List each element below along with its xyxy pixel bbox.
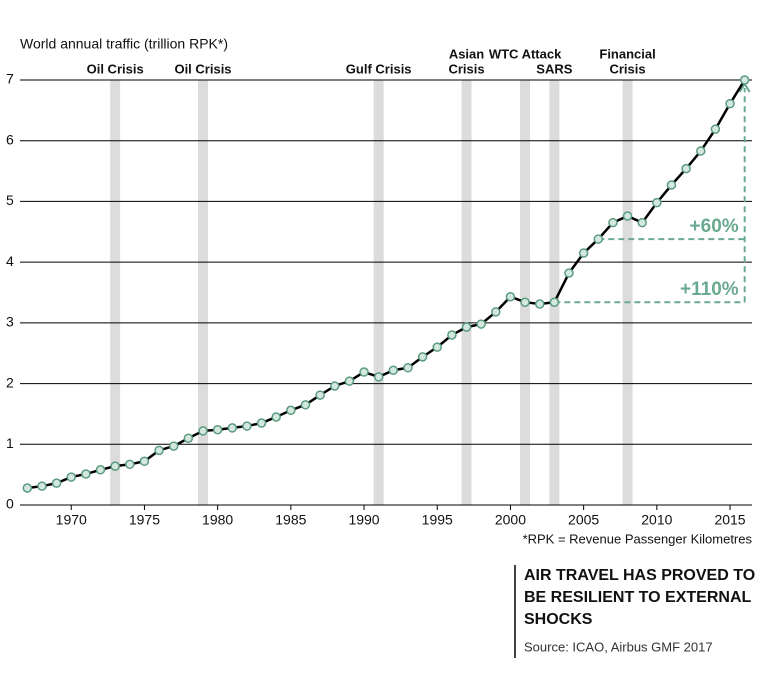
x-tick-label: 1980 [202, 512, 233, 528]
data-point [139, 456, 150, 467]
data-point [666, 180, 677, 190]
data-point [476, 319, 486, 329]
x-tick-label: 1985 [275, 512, 306, 528]
data-point [95, 465, 106, 475]
data-point [681, 163, 691, 174]
data-point [608, 217, 618, 228]
event-label: SARS [536, 61, 572, 76]
event-band [622, 80, 633, 505]
data-point [198, 426, 208, 436]
y-tick-label: 0 [6, 496, 14, 512]
growth-label: +60% [690, 216, 739, 237]
data-point [212, 424, 223, 435]
event-label: WTC Attack [489, 46, 562, 61]
event-label: Oil Crisis [87, 61, 144, 76]
y-tick-label: 4 [6, 253, 14, 269]
y-axis-label: World annual traffic (trillion RPK*) [20, 36, 228, 52]
event-band [110, 80, 121, 505]
data-point [227, 423, 238, 433]
event-label: Crisis [448, 61, 484, 76]
data-point [417, 352, 428, 362]
x-tick-label: 2015 [714, 512, 745, 528]
data-point [154, 445, 164, 456]
y-tick-label: 6 [6, 131, 14, 147]
data-point [271, 412, 281, 422]
data-point [110, 461, 120, 471]
source: Source: ICAO, Airbus GMF 2017 [524, 639, 713, 654]
x-tick-label: 1970 [56, 512, 87, 528]
data-point [183, 433, 194, 443]
footnote: *RPK = Revenue Passenger Kilometres [523, 531, 753, 546]
data-point [125, 459, 135, 470]
data-point [725, 98, 735, 109]
data-point [51, 478, 62, 488]
y-tick-label: 5 [6, 192, 14, 208]
data-point [315, 390, 325, 400]
event-label: Oil Crisis [174, 61, 231, 76]
event-label: Gulf Crisis [346, 61, 412, 76]
event-label: Financial [599, 46, 655, 61]
data-point [564, 268, 574, 278]
data-point [520, 297, 530, 307]
data-point [578, 248, 589, 258]
data-point [81, 469, 91, 479]
data-point [256, 418, 267, 428]
growth-label: +110% [680, 279, 739, 300]
data-point [534, 299, 545, 309]
title: AIR TRAVEL HAS PROVED TO [524, 567, 755, 584]
event-band [520, 80, 531, 505]
x-tick-label: 1975 [129, 512, 160, 528]
title: BE RESILIENT TO EXTERNAL [524, 589, 752, 606]
data-point [168, 441, 179, 451]
x-tick-label: 1995 [422, 512, 453, 528]
event-label: Asian [449, 46, 484, 61]
x-tick-label: 1990 [348, 512, 379, 528]
event-label: Crisis [609, 61, 645, 76]
data-point [388, 365, 399, 375]
data-point [242, 421, 252, 431]
data-point [696, 146, 706, 156]
data-point [66, 472, 76, 482]
y-tick-label: 1 [6, 435, 14, 451]
data-point [593, 234, 604, 244]
data-point [505, 292, 516, 302]
event-band [198, 80, 208, 505]
x-tick-label: 2000 [495, 512, 526, 528]
data-point [37, 481, 47, 491]
data-point [330, 381, 340, 391]
data-point [622, 211, 633, 221]
data-point [300, 400, 311, 410]
y-tick-label: 7 [6, 71, 14, 87]
data-point [447, 330, 457, 340]
event-band [461, 80, 472, 505]
data-point [403, 363, 413, 373]
data-point [432, 342, 442, 352]
event-band [549, 80, 560, 505]
data-point [549, 297, 560, 307]
data-point [491, 307, 501, 317]
x-tick-label: 2005 [568, 512, 599, 528]
title: SHOCKS [524, 611, 593, 628]
data-point [637, 217, 647, 228]
data-point [22, 483, 33, 493]
data-point [461, 322, 472, 332]
data-point [359, 367, 369, 377]
data-point [652, 197, 662, 208]
x-tick-label: 2010 [641, 512, 672, 528]
data-point [286, 405, 296, 416]
data-point [739, 75, 750, 85]
data-point [373, 372, 384, 382]
y-tick-label: 3 [6, 314, 14, 330]
data-point [710, 124, 721, 134]
y-tick-label: 2 [6, 374, 14, 390]
event-band [373, 80, 384, 505]
data-point [344, 376, 355, 386]
